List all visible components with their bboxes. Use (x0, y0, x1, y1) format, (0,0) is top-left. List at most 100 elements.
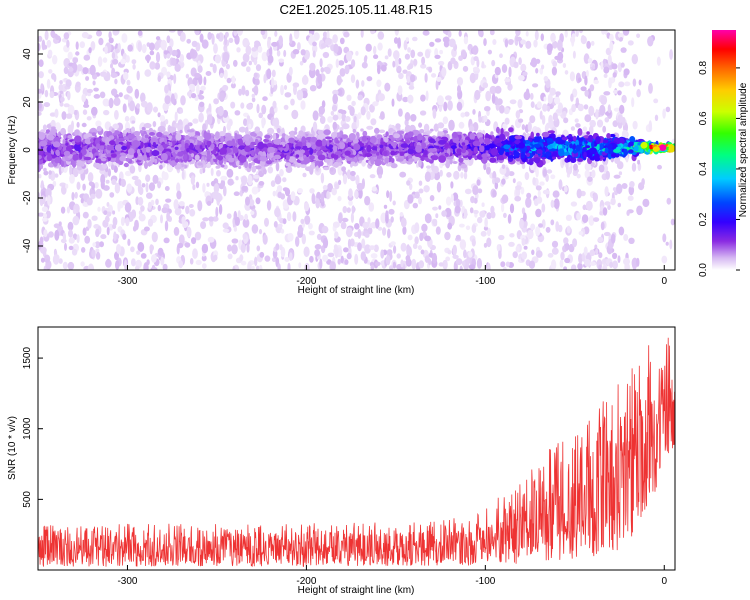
heatmap-speckle (255, 64, 262, 72)
heatmap-speckle (603, 231, 611, 237)
heatmap-speckle (129, 100, 136, 112)
heatmap-speckle (290, 98, 295, 106)
heatmap-speckle (127, 238, 131, 246)
heatmap-speckle (166, 53, 171, 59)
heatmap-speckle (111, 179, 117, 185)
heatmap-speckle (534, 30, 539, 41)
heatmap-speckle (173, 73, 177, 85)
heatmap-blob (396, 158, 404, 162)
heatmap-speckle (87, 263, 95, 270)
heatmap-speckle (62, 261, 68, 270)
heatmap-speckle (320, 172, 325, 184)
heatmap-speckle (314, 244, 322, 250)
heatmap-speckle (217, 105, 224, 117)
heatmap-speckle (417, 245, 422, 251)
heatmap-speckle (266, 200, 272, 211)
heatmap-speckle (470, 196, 475, 204)
heatmap-blob (508, 127, 514, 133)
heatmap-speckle (279, 244, 283, 251)
heatmap-speckle (627, 195, 634, 201)
heatmap-speckle (514, 195, 522, 202)
heatmap-speckle (280, 228, 285, 234)
heatmap-speckle (120, 178, 127, 188)
heatmap-speckle (450, 181, 454, 189)
heatmap-blob (531, 150, 536, 156)
heatmap-speckle (193, 72, 201, 78)
heatmap-speckle (43, 102, 51, 108)
heatmap-speckle (327, 116, 333, 123)
heatmap-speckle (187, 122, 193, 127)
heatmap-blob (210, 157, 214, 166)
heatmap-speckle (355, 174, 360, 186)
heatmap-speckle (248, 60, 252, 66)
heatmap-blob (156, 131, 163, 138)
heatmap-speckle (47, 195, 51, 206)
heatmap-speckle (429, 41, 435, 47)
heatmap-speckle (180, 32, 186, 42)
heatmap-speckle (271, 77, 275, 89)
heatmap-speckle (334, 183, 340, 190)
heatmap-speckle (262, 234, 268, 245)
heatmap-blob (144, 134, 149, 139)
heatmap-speckle (176, 190, 182, 200)
heatmap-speckle (54, 108, 59, 119)
chart-title: C2E1.2025.105.11.48.R15 (280, 2, 433, 17)
heatmap-speckle (136, 103, 141, 109)
heatmap-speckle (181, 170, 185, 180)
heatmap-speckle (43, 229, 48, 238)
heatmap-speckle (103, 210, 108, 216)
heatmap-speckle (309, 85, 317, 92)
heatmap-speckle (393, 50, 400, 60)
heatmap-speckle (99, 71, 107, 77)
heatmap-speckle (164, 186, 170, 191)
heatmap-speckle (75, 41, 79, 50)
heatmap-blob (123, 162, 129, 168)
heatmap-speckle (315, 198, 321, 209)
heatmap-speckle (456, 101, 463, 111)
heatmap-speckle (377, 31, 385, 40)
heatmap-speckle (304, 202, 310, 212)
heatmap-speckle (272, 118, 277, 127)
heatmap-speckle (203, 76, 207, 86)
heatmap-speckle (617, 202, 622, 208)
heatmap-speckle (87, 172, 94, 183)
heatmap-speckle (151, 254, 157, 263)
heatmap-speckle (388, 208, 395, 215)
heatmap-speckle (366, 125, 374, 130)
heatmap-speckle (551, 247, 559, 255)
heatmap-speckle (453, 170, 460, 180)
heatmap-speckle (370, 30, 376, 35)
heatmap-speckle (38, 88, 43, 94)
heatmap-speckle (578, 231, 584, 236)
heatmap-speckle (489, 30, 495, 36)
heatmap-speckle (336, 88, 343, 96)
heatmap-blob (261, 147, 269, 153)
heatmap-speckle (325, 37, 332, 46)
heatmap-speckle (436, 95, 444, 106)
heatmap-speckle (584, 162, 592, 171)
heatmap-speckle (558, 179, 563, 191)
heatmap-speckle (593, 79, 599, 85)
heatmap-speckle (76, 234, 80, 244)
heatmap-speckle (621, 129, 629, 139)
heatmap-blob (249, 144, 255, 149)
heatmap-speckle (308, 230, 315, 236)
heatmap-speckle (564, 30, 568, 38)
heatmap-speckle (458, 30, 462, 37)
heatmap-speckle (404, 112, 411, 122)
heatmap-speckle (271, 41, 278, 47)
heatmap-speckle (632, 78, 637, 87)
heatmap-speckle (463, 249, 467, 259)
heatmap-speckle (595, 109, 599, 120)
heatmap-speckle (103, 109, 110, 116)
heatmap-speckle (68, 237, 75, 244)
heatmap-speckle (214, 54, 222, 64)
heatmap-speckle (140, 92, 146, 103)
heatmap-speckle (233, 226, 238, 232)
heatmap-speckle (240, 102, 245, 109)
heatmap-speckle (144, 69, 152, 77)
heatmap-speckle (95, 188, 103, 199)
heatmap-speckle (408, 85, 415, 90)
heatmap-speckle (279, 169, 284, 177)
heatmap-speckle (349, 238, 355, 247)
